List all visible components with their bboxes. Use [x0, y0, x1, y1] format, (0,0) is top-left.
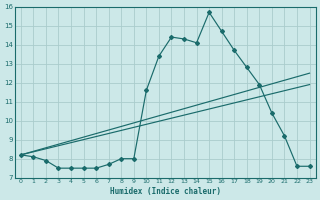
X-axis label: Humidex (Indice chaleur): Humidex (Indice chaleur): [110, 187, 221, 196]
